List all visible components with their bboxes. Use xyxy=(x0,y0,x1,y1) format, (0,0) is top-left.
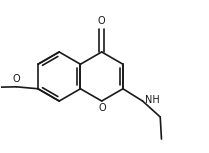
Text: O: O xyxy=(13,74,20,84)
Text: NH: NH xyxy=(145,95,160,105)
Text: O: O xyxy=(98,16,106,26)
Text: O: O xyxy=(99,103,106,114)
